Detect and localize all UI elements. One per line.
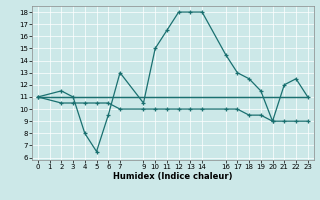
- X-axis label: Humidex (Indice chaleur): Humidex (Indice chaleur): [113, 172, 233, 181]
